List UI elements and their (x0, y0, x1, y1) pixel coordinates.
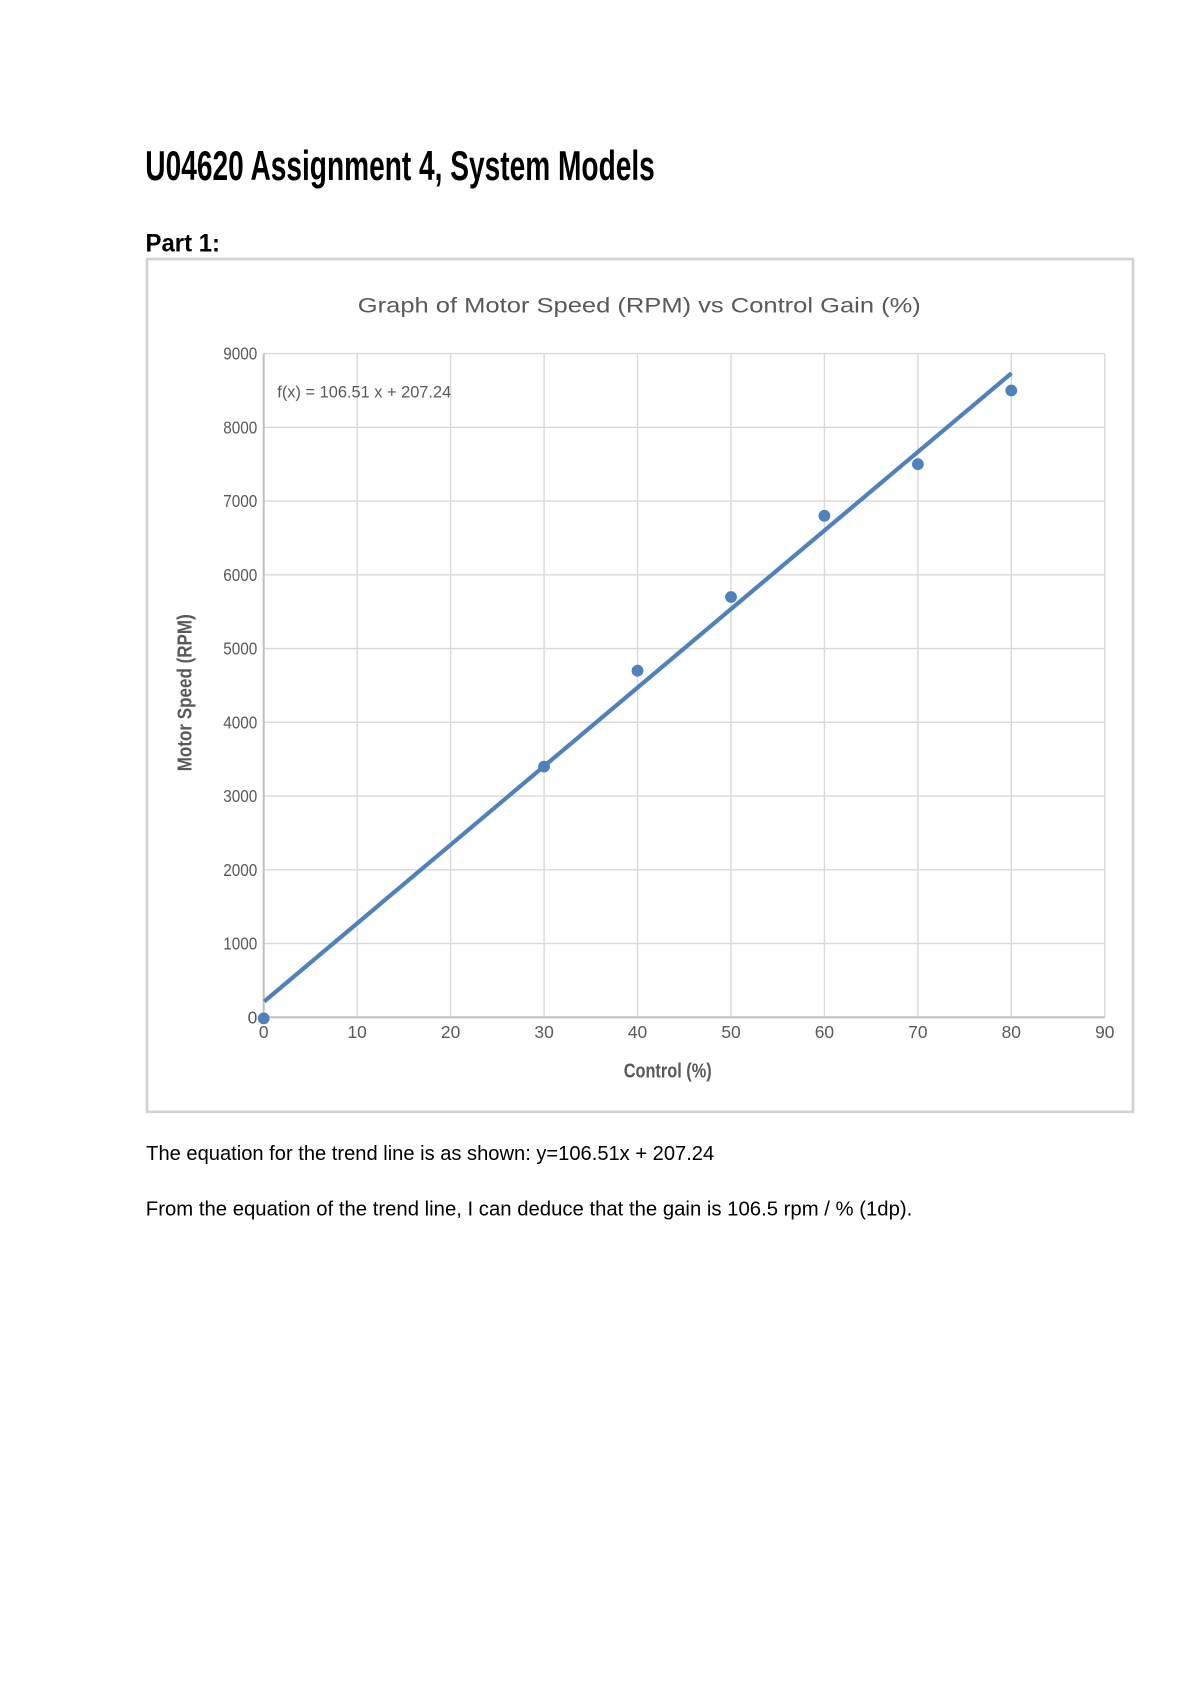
svg-text:20: 20 (441, 1022, 460, 1042)
svg-text:1000: 1000 (223, 934, 257, 954)
svg-text:Motor Speed (RPM): Motor Speed (RPM) (175, 614, 197, 771)
svg-text:Graph of Motor Speed (RPM) vs: Graph of Motor Speed (RPM) vs Control Ga… (358, 294, 921, 318)
svg-text:70: 70 (908, 1022, 927, 1042)
svg-text:2000: 2000 (223, 860, 257, 880)
svg-text:The equation for the trend lin: The equation for the trend line is as sh… (146, 1143, 714, 1165)
svg-text:90: 90 (1095, 1022, 1114, 1042)
svg-text:U04620 Assignment 4, System Mo: U04620 Assignment 4, System Models (145, 143, 655, 189)
svg-text:80: 80 (1002, 1022, 1021, 1042)
svg-text:6000: 6000 (223, 565, 257, 585)
svg-text:5000: 5000 (223, 639, 257, 659)
svg-text:30: 30 (534, 1022, 553, 1042)
svg-text:0: 0 (259, 1022, 269, 1042)
svg-text:8000: 8000 (223, 417, 257, 437)
svg-text:Control (%): Control (%) (624, 1061, 712, 1083)
svg-text:3000: 3000 (223, 786, 257, 806)
svg-text:50: 50 (721, 1022, 740, 1042)
svg-text:f(x) = 106.51 x + 207.24: f(x) = 106.51 x + 207.24 (277, 384, 451, 402)
svg-text:4000: 4000 (223, 712, 257, 732)
svg-text:9000: 9000 (223, 344, 257, 364)
svg-text:60: 60 (815, 1022, 834, 1042)
svg-text:0: 0 (248, 1007, 258, 1027)
svg-text:40: 40 (628, 1022, 647, 1042)
svg-text:10: 10 (348, 1022, 367, 1042)
svg-text:Part 1:: Part 1: (146, 229, 221, 257)
svg-text:From the equation of the trend: From the equation of the trend line, I c… (146, 1199, 913, 1221)
svg-text:7000: 7000 (223, 491, 257, 511)
